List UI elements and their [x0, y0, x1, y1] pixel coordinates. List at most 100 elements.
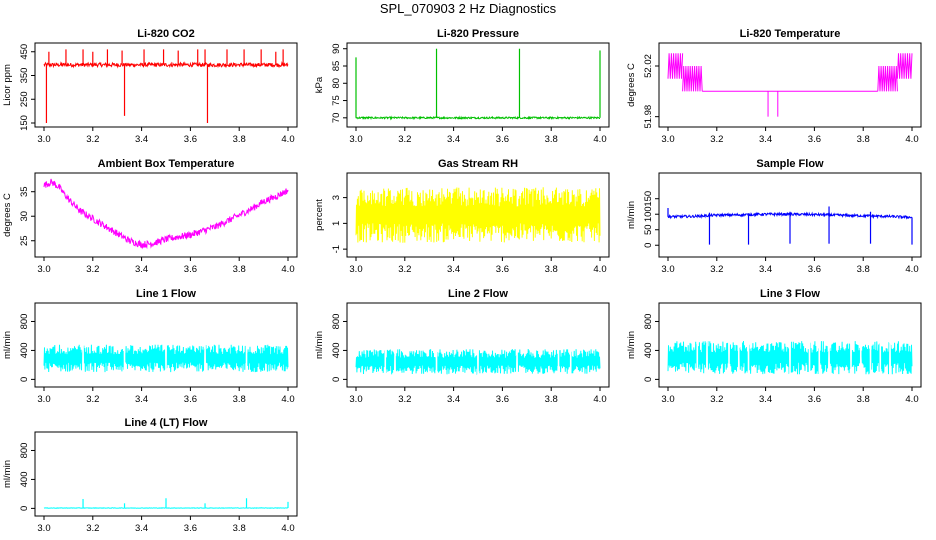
x-tick-label: 3.6	[184, 134, 197, 145]
x-tick-label: 4.0	[593, 394, 606, 405]
chart-panel-10: Line 4 (LT) Flow ml/min 3.0 3.2 3.4 3.6 3.8 4.0…	[2, 417, 298, 534]
y-tick-label: 350	[19, 68, 30, 84]
x-tick-label: 3.8	[233, 134, 246, 145]
x-tick-label: 3.0	[37, 523, 50, 534]
y-tick-label: 1	[331, 221, 342, 226]
x-tick-label: 3.0	[37, 134, 50, 145]
y-tick-label: 75	[331, 95, 342, 106]
x-tick-label: 3.4	[759, 394, 772, 405]
y-tick-label: 800	[643, 314, 654, 330]
y-tick-label: 800	[19, 443, 30, 459]
x-tick-label: 4.0	[905, 394, 918, 405]
y-tick-label: 400	[643, 342, 654, 358]
series-Sample	[667, 206, 913, 245]
x-tick-label: 3.0	[37, 394, 50, 405]
plot-frame	[658, 42, 922, 128]
x-tick-label: 3.6	[184, 523, 197, 534]
x-tick-label: 3.6	[184, 264, 197, 275]
series-Line3	[667, 340, 913, 375]
x-tick-label: 3.6	[496, 394, 509, 405]
plot-frame	[346, 302, 610, 388]
x-tick-label: 3.2	[398, 134, 411, 145]
x-tick-label: 4.0	[281, 134, 294, 145]
x-tick-label: 3.2	[86, 264, 99, 275]
x-tick-label: 3.8	[233, 523, 246, 534]
chart-title: Ambient Box Temperature	[98, 158, 235, 170]
x-tick-label: 3.2	[398, 264, 411, 275]
x-tick-label: 3.8	[545, 394, 558, 405]
x-tick-label: 4.0	[905, 134, 918, 145]
y-tick-label: 35	[19, 186, 30, 197]
series-Line4	[43, 498, 289, 509]
y-tick-label: 50	[643, 224, 654, 235]
x-tick-label: 3.6	[808, 394, 821, 405]
y-axis-label: ml/min	[2, 331, 13, 359]
series-RH	[355, 187, 601, 243]
chart-panel-7: Line 1 Flow ml/min 3.0 3.2 3.4 3.6 3.8 4.0 0 400 8…	[2, 288, 298, 405]
x-tick-label: 3.4	[135, 264, 148, 275]
x-tick-label: 3.2	[710, 394, 723, 405]
series-line	[667, 340, 913, 375]
x-tick-label: 3.8	[545, 134, 558, 145]
x-tick-label: 3.8	[857, 264, 870, 275]
x-tick-label: 4.0	[593, 134, 606, 145]
chart-panel-3: Li-820 Temperature degrees C 3.0 3.2 3.4 3.6 3…	[626, 28, 922, 145]
y-tick-label: 25	[19, 235, 30, 246]
series-Temperature	[667, 53, 913, 117]
y-axis-label: ml/min	[626, 201, 637, 229]
series-line	[43, 178, 289, 250]
chart-panel-9: Line 3 Flow ml/min 3.0 3.2 3.4 3.6 3.8 4.0 0 400 8…	[626, 288, 922, 405]
y-tick-label: 0	[643, 243, 654, 248]
plot-frame	[346, 42, 610, 128]
y-tick-label: 0	[331, 377, 342, 382]
chart-title: Sample Flow	[756, 158, 824, 170]
x-tick-label: 3.2	[86, 523, 99, 534]
plot-frame	[34, 172, 298, 258]
plot-frame	[658, 172, 922, 258]
x-tick-label: 3.2	[86, 394, 99, 405]
y-tick-label: 450	[19, 44, 30, 60]
y-axis-label: ml/min	[314, 331, 325, 359]
chart-title: Gas Stream RH	[438, 158, 518, 170]
plot-frame	[34, 302, 298, 388]
x-tick-label: 3.8	[545, 264, 558, 275]
x-tick-label: 3.2	[86, 134, 99, 145]
chart-title: Line 1 Flow	[136, 288, 196, 300]
plot-frame	[346, 172, 610, 258]
series-step	[896, 53, 913, 79]
series-line	[43, 61, 289, 69]
x-tick-label: 4.0	[281, 394, 294, 405]
y-axis-label: percent	[314, 199, 325, 231]
plot-frame	[658, 302, 922, 388]
series-step	[682, 65, 703, 92]
x-tick-label: 4.0	[905, 264, 918, 275]
x-tick-label: 3.8	[233, 394, 246, 405]
x-tick-label: 3.6	[184, 394, 197, 405]
chart-title: Li-820 Temperature	[740, 28, 841, 40]
y-tick-label: 800	[331, 314, 342, 330]
x-tick-label: 4.0	[593, 264, 606, 275]
x-tick-label: 3.2	[710, 264, 723, 275]
x-tick-label: 3.0	[349, 264, 362, 275]
y-axis-label: ml/min	[2, 460, 13, 488]
x-tick-label: 3.2	[398, 394, 411, 405]
x-tick-label: 3.4	[447, 134, 460, 145]
y-axis-label: degrees C	[626, 63, 637, 107]
x-tick-label: 3.0	[661, 264, 674, 275]
y-tick-label: 400	[19, 342, 30, 358]
y-tick-label: 150	[643, 191, 654, 207]
x-tick-label: 3.8	[857, 394, 870, 405]
y-tick-label: 30	[19, 211, 30, 222]
chart-panel-8: Line 2 Flow ml/min 3.0 3.2 3.4 3.6 3.8 4.0 0 400 8…	[314, 288, 610, 405]
x-tick-label: 3.4	[447, 394, 460, 405]
chart-title: Line 3 Flow	[760, 288, 820, 300]
series-Ambient	[43, 178, 289, 250]
y-tick-label: 80	[331, 78, 342, 89]
x-tick-label: 3.0	[37, 264, 50, 275]
y-tick-label: 250	[19, 91, 30, 107]
y-tick-label: 0	[19, 377, 30, 382]
y-tick-label: 3	[331, 195, 342, 200]
chart-panel-5: Gas Stream RH percent 3.0 3.2 3.4 3.6 3.8 4.0 -1…	[314, 158, 610, 275]
series-line	[355, 115, 600, 121]
series-CO2	[43, 49, 289, 123]
